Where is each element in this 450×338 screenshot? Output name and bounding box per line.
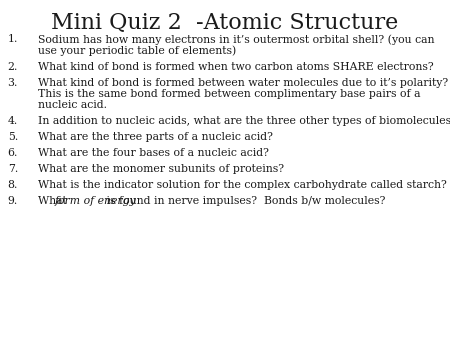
- Text: 2.: 2.: [8, 62, 18, 72]
- Text: Mini Quiz 2  -Atomic Structure: Mini Quiz 2 -Atomic Structure: [51, 12, 399, 34]
- Text: is found in nerve impulses?  Bonds b/w molecules?: is found in nerve impulses? Bonds b/w mo…: [103, 196, 386, 207]
- Text: What are the monomer subunits of proteins?: What are the monomer subunits of protein…: [38, 165, 284, 174]
- Text: use your periodic table of elements): use your periodic table of elements): [38, 46, 236, 56]
- Text: form of energy: form of energy: [55, 196, 137, 207]
- Text: This is the same bond formed between complimentary base pairs of a: This is the same bond formed between com…: [38, 89, 420, 99]
- Text: 9.: 9.: [8, 196, 18, 207]
- Text: 8.: 8.: [8, 180, 18, 191]
- Text: What is the indicator solution for the complex carbohydrate called starch?: What is the indicator solution for the c…: [38, 180, 447, 191]
- Text: What are the three parts of a nucleic acid?: What are the three parts of a nucleic ac…: [38, 132, 273, 143]
- Text: Sodium has how many electrons in it’s outermost orbital shell? (you can: Sodium has how many electrons in it’s ou…: [38, 34, 435, 45]
- Text: 7.: 7.: [8, 165, 18, 174]
- Text: In addition to nucleic acids, what are the three other types of biomolecules?: In addition to nucleic acids, what are t…: [38, 117, 450, 126]
- Text: 1.: 1.: [8, 34, 18, 44]
- Text: What: What: [38, 196, 70, 207]
- Text: nucleic acid.: nucleic acid.: [38, 100, 107, 111]
- Text: 3.: 3.: [8, 77, 18, 88]
- Text: 6.: 6.: [8, 148, 18, 159]
- Text: What are the four bases of a nucleic acid?: What are the four bases of a nucleic aci…: [38, 148, 269, 159]
- Text: 4.: 4.: [8, 117, 18, 126]
- Text: What kind of bond is formed when two carbon atoms SHARE electrons?: What kind of bond is formed when two car…: [38, 62, 434, 72]
- Text: 5.: 5.: [8, 132, 18, 143]
- Text: What kind of bond is formed between water molecules due to it’s polarity?: What kind of bond is formed between wate…: [38, 77, 448, 88]
